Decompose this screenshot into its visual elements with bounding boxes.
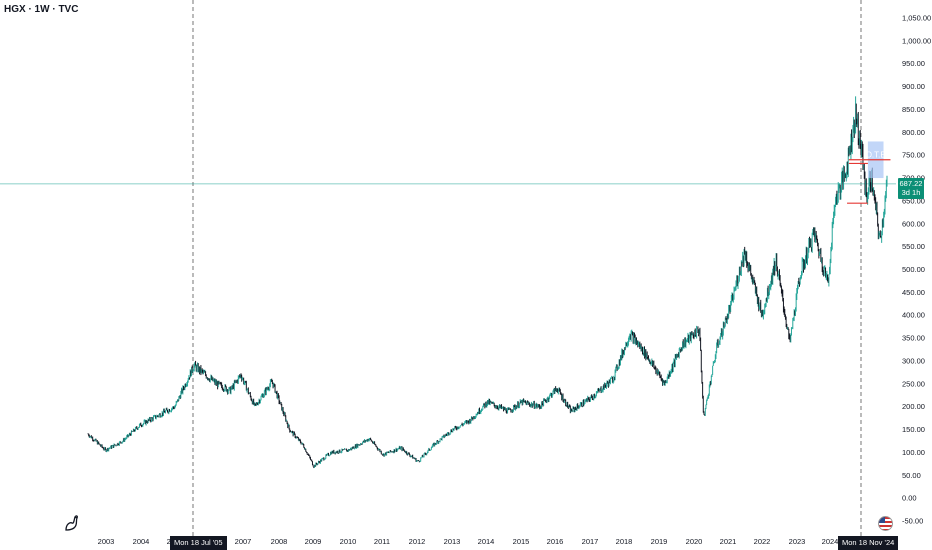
x-tick-label: 2017 xyxy=(582,537,599,546)
bar-countdown: 3d 1h xyxy=(901,188,921,197)
y-tick-label: 100.00 xyxy=(902,448,925,457)
y-tick-label: 900.00 xyxy=(902,82,925,91)
x-tick-label: 2012 xyxy=(409,537,426,546)
y-tick-label: 600.00 xyxy=(902,219,925,228)
x-tick-label: 2024 xyxy=(822,537,839,546)
y-tick-label: 200.00 xyxy=(902,402,925,411)
y-tick-label: 150.00 xyxy=(902,425,925,434)
y-tick-label: 300.00 xyxy=(902,356,925,365)
x-tick-label: 2004 xyxy=(133,537,150,546)
y-tick-label: 550.00 xyxy=(902,242,925,251)
x-tick-label: 2011 xyxy=(374,537,390,546)
y-tick-label: -50.00 xyxy=(902,517,923,526)
x-tick-label: 2023 xyxy=(789,537,806,546)
x-tick-label: 2015 xyxy=(513,537,530,546)
us-flag-icon[interactable] xyxy=(878,516,893,531)
x-tick-label: 2007 xyxy=(235,537,252,546)
crosshair-date-left: Mon 18 Jul '05 xyxy=(170,536,227,550)
y-tick-label: 500.00 xyxy=(902,265,925,274)
annotations: O.T.E xyxy=(847,141,891,204)
x-tick-label: 2019 xyxy=(651,537,668,546)
price-axis[interactable]: 1,050.00 1,000.00 950.00 900.00 850.00 800.00… xyxy=(902,14,931,526)
crosshair-lines xyxy=(0,0,896,536)
last-price-badge: 687.22 3d 1h xyxy=(898,178,924,199)
crosshair-date-right: Mon 18 Nov '24 xyxy=(838,536,899,550)
y-tick-label: 50.00 xyxy=(902,471,921,480)
x-tick-label: 2021 xyxy=(720,537,737,546)
y-tick-label: 1,050.00 xyxy=(902,14,931,23)
tradingview-logo-icon[interactable] xyxy=(64,514,80,537)
y-tick-label: 950.00 xyxy=(902,59,925,68)
x-tick-label: 2018 xyxy=(616,537,633,546)
y-tick-label: 400.00 xyxy=(902,311,925,320)
x-tick-label: 2016 xyxy=(547,537,564,546)
x-tick-label: 2022 xyxy=(754,537,771,546)
x-tick-label: 2014 xyxy=(478,537,495,546)
y-tick-label: 850.00 xyxy=(902,105,925,114)
y-tick-label: 800.00 xyxy=(902,128,925,137)
x-tick-label: 2003 xyxy=(98,537,115,546)
y-tick-label: 250.00 xyxy=(902,379,925,388)
x-tick-label: 2008 xyxy=(271,537,288,546)
x-tick-label: 2013 xyxy=(444,537,461,546)
last-price-value: 687.22 xyxy=(899,179,923,188)
price-series xyxy=(87,96,888,469)
y-tick-label: 750.00 xyxy=(902,151,925,160)
y-tick-label: 350.00 xyxy=(902,334,925,343)
x-tick-label: 2020 xyxy=(686,537,703,546)
y-tick-label: 1,000.00 xyxy=(902,36,931,45)
y-tick-label: 450.00 xyxy=(902,288,925,297)
ote-label: O.T.E xyxy=(866,150,886,159)
x-tick-label: 2010 xyxy=(340,537,357,546)
chart-title: HGX · 1W · TVC xyxy=(4,4,79,15)
x-tick-label: 2009 xyxy=(305,537,322,546)
y-tick-label: 0.00 xyxy=(902,494,917,503)
time-axis[interactable]: 2003200420052007200820092010201120122013… xyxy=(98,537,839,546)
y-tick-label: 650.00 xyxy=(902,196,925,205)
